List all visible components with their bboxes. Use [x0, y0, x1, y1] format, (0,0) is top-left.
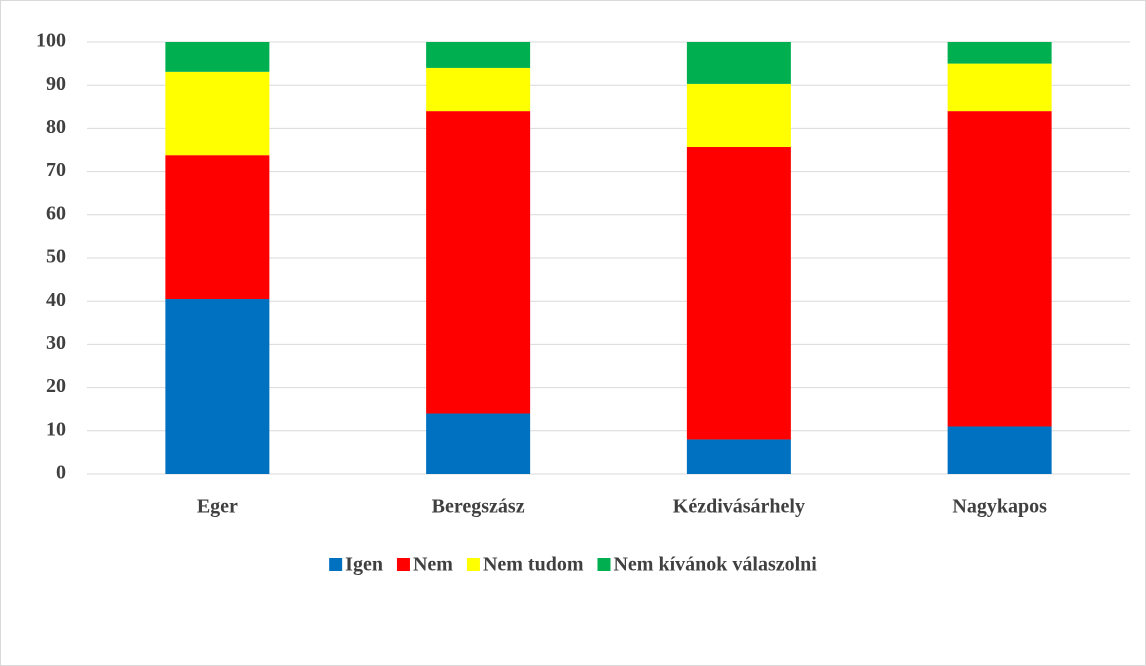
x-tick-label: Beregszász — [432, 496, 525, 518]
legend-swatch — [466, 558, 480, 571]
legend-swatch — [329, 558, 343, 571]
y-tick-label: 50 — [46, 246, 66, 268]
y-tick-label: 90 — [46, 73, 66, 95]
y-tick-label: 40 — [46, 289, 66, 311]
bar-segment — [165, 299, 270, 474]
x-tick-label: Kézdivásárhely — [673, 496, 805, 518]
y-tick-label: 80 — [46, 116, 66, 138]
legend-label: Nem tudom — [483, 554, 584, 576]
bar-segment — [947, 426, 1052, 474]
y-tick-label: 0 — [56, 462, 66, 484]
bar-segment — [426, 111, 531, 414]
legend-label: Igen — [345, 554, 383, 576]
legend-label: Nem kívánok válaszolni — [613, 554, 817, 576]
bar-segment — [686, 83, 791, 147]
y-tick-label: 10 — [46, 418, 66, 440]
y-tick-label: 60 — [46, 202, 66, 224]
bar-segment — [947, 111, 1052, 427]
legend-label: Nem — [413, 554, 453, 576]
x-tick-label: Eger — [197, 496, 238, 518]
bar-segment — [165, 71, 270, 156]
bar-segment — [165, 155, 270, 300]
bar-segment — [947, 42, 1052, 64]
bar-segment — [165, 42, 270, 72]
bar-segment — [686, 42, 791, 84]
y-tick-label: 100 — [36, 30, 66, 52]
bar-segment — [947, 63, 1052, 112]
y-tick-label: 30 — [46, 332, 66, 354]
bar-segment — [686, 439, 791, 474]
x-tick-label: Nagykapos — [952, 496, 1047, 518]
bar-segment — [686, 146, 791, 440]
bar-segment — [426, 67, 531, 112]
y-tick-label: 70 — [46, 159, 66, 181]
legend-swatch — [396, 558, 410, 571]
bar-segment — [426, 42, 531, 68]
y-tick-label: 20 — [46, 375, 66, 397]
bar-segment — [426, 413, 531, 474]
legend-swatch — [597, 558, 611, 571]
